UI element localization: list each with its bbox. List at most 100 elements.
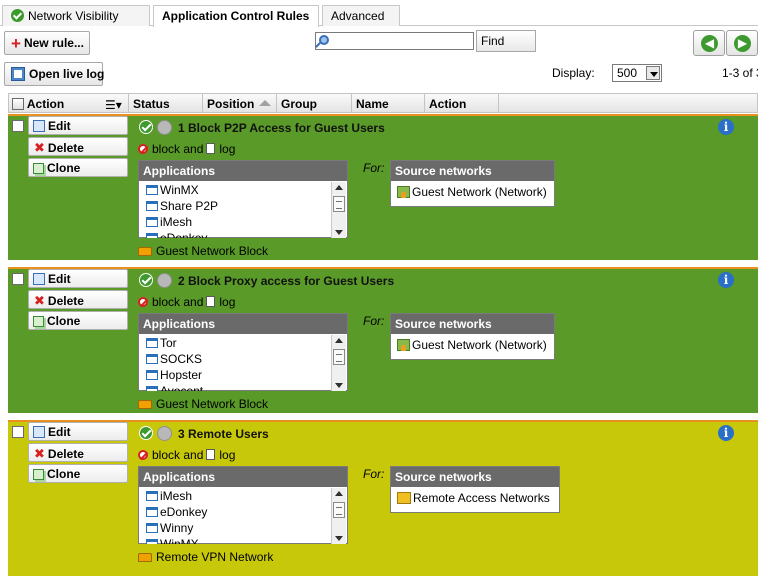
column-name-label: Name (356, 97, 389, 111)
source-network-item[interactable]: Guest Network (Network) (391, 181, 554, 199)
column-action-type[interactable]: Action (425, 94, 499, 113)
row-divider (8, 114, 758, 116)
scroll-down-icon[interactable] (335, 536, 343, 541)
delete-button[interactable]: ✖ Delete (28, 137, 128, 156)
tab-advanced[interactable]: Advanced (322, 5, 400, 26)
scroll-thumb[interactable] (333, 502, 345, 518)
column-menu-icon[interactable]: ☰▾ (105, 98, 122, 112)
clone-button[interactable]: Clone (28, 158, 128, 177)
application-item[interactable]: Tor (145, 336, 330, 352)
delete-icon: ✖ (34, 446, 45, 461)
block-icon (138, 450, 148, 460)
select-all-checkbox[interactable] (12, 98, 24, 110)
scroll-thumb[interactable] (333, 349, 345, 365)
applications-items: iMesh eDonkey Winny WinMX (145, 489, 330, 544)
application-name: Hopster (160, 368, 203, 382)
row-checkbox[interactable] (12, 426, 24, 438)
row-checkbox[interactable] (12, 120, 24, 132)
info-icon[interactable]: i (718, 119, 734, 135)
disabled-status-icon[interactable] (157, 273, 172, 288)
tab-label: Advanced (331, 9, 385, 23)
rule-group: Guest Network Block (138, 397, 268, 411)
delete-button[interactable]: ✖ Delete (28, 443, 128, 462)
plus-icon: + (11, 34, 21, 53)
open-live-log-button[interactable]: Open live log (4, 62, 105, 86)
rule-row[interactable]: Edit ✖ Delete Clone 1 Block P2P Access for G… (8, 114, 758, 260)
find-button[interactable]: Find (476, 30, 536, 52)
application-item[interactable]: iMesh (145, 489, 330, 505)
source-networks-header: Source networks (391, 161, 554, 181)
block-icon (138, 144, 148, 154)
edit-icon (33, 426, 45, 438)
rule-name[interactable]: 1 Block P2P Access for Guest Users (178, 121, 385, 135)
application-item[interactable]: WinMX (145, 537, 330, 544)
column-group[interactable]: Group (277, 94, 352, 113)
disabled-status-icon[interactable] (157, 426, 172, 441)
applications-scrollbar[interactable] (331, 335, 346, 391)
application-icon (146, 523, 158, 533)
application-item[interactable]: WinMX (145, 183, 330, 199)
source-network-item[interactable]: Guest Network (Network) (391, 334, 554, 352)
clone-button[interactable]: Clone (28, 311, 128, 330)
application-item[interactable]: Winny (145, 521, 330, 537)
column-name[interactable]: Name (352, 94, 425, 113)
disabled-status-icon[interactable] (157, 120, 172, 135)
application-item[interactable]: eDonkey (145, 231, 330, 238)
edit-button[interactable]: Edit (28, 116, 128, 135)
application-icon (146, 185, 158, 195)
application-icon (146, 201, 158, 211)
clone-button[interactable]: Clone (28, 464, 128, 483)
application-item[interactable]: eDonkey (145, 505, 330, 521)
new-rule-label: New rule... (23, 36, 84, 50)
for-label: For: (363, 314, 385, 328)
next-page-button[interactable]: ▶ (726, 30, 758, 56)
previous-page-button[interactable]: ◀ (693, 30, 725, 56)
info-icon[interactable]: i (718, 425, 734, 441)
search-input[interactable] (334, 33, 472, 49)
enabled-status-icon[interactable] (139, 273, 153, 287)
application-item[interactable]: Hopster (145, 368, 330, 384)
rule-log-text: log (219, 142, 236, 156)
tab-network-visibility[interactable]: Network Visibility (2, 5, 150, 26)
network-folder-icon (397, 492, 411, 504)
tab-label: Network Visibility (28, 9, 119, 23)
rule-name[interactable]: 3 Remote Users (178, 427, 269, 441)
applications-scrollbar[interactable] (331, 488, 346, 544)
scroll-thumb[interactable] (333, 196, 345, 212)
rule-row[interactable]: Edit ✖ Delete Clone 3 Remote Users i block and… (8, 420, 758, 576)
chevron-down-icon[interactable] (646, 66, 660, 80)
row-checkbox[interactable] (12, 273, 24, 285)
tab-application-control-rules[interactable]: Application Control Rules (153, 5, 319, 27)
scroll-down-icon[interactable] (335, 383, 343, 388)
scroll-up-icon[interactable] (335, 185, 343, 190)
rule-action: block and log (138, 448, 235, 462)
enabled-status-icon[interactable] (139, 426, 153, 440)
application-item[interactable]: Avocent (145, 384, 330, 391)
scroll-up-icon[interactable] (335, 338, 343, 343)
info-icon[interactable]: i (718, 272, 734, 288)
column-status[interactable]: Status (129, 94, 203, 113)
rule-name[interactable]: 2 Block Proxy access for Guest Users (178, 274, 395, 288)
application-item[interactable]: iMesh (145, 215, 330, 231)
column-action[interactable]: Action ☰▾ (9, 94, 129, 113)
scroll-up-icon[interactable] (335, 491, 343, 496)
source-network-item[interactable]: Remote Access Networks (391, 487, 559, 505)
new-rule-button[interactable]: + New rule... (4, 31, 90, 55)
scroll-down-icon[interactable] (335, 230, 343, 235)
rule-row[interactable]: Edit ✖ Delete Clone 2 Block Proxy access for… (8, 267, 758, 413)
display-select[interactable]: 500 (612, 64, 662, 82)
application-name: WinMX (160, 183, 199, 197)
column-position[interactable]: Position (203, 94, 277, 113)
record-count: 1-3 of 3 (722, 66, 758, 80)
edit-button[interactable]: Edit (28, 422, 128, 441)
column-position-label: Position (207, 97, 255, 111)
application-icon (146, 539, 158, 544)
open-live-log-label: Open live log (29, 67, 105, 81)
network-icon (397, 339, 410, 351)
enabled-status-icon[interactable] (139, 120, 153, 134)
application-item[interactable]: Share P2P (145, 199, 330, 215)
edit-button[interactable]: Edit (28, 269, 128, 288)
application-item[interactable]: SOCKS (145, 352, 330, 368)
delete-button[interactable]: ✖ Delete (28, 290, 128, 309)
applications-scrollbar[interactable] (331, 182, 346, 238)
